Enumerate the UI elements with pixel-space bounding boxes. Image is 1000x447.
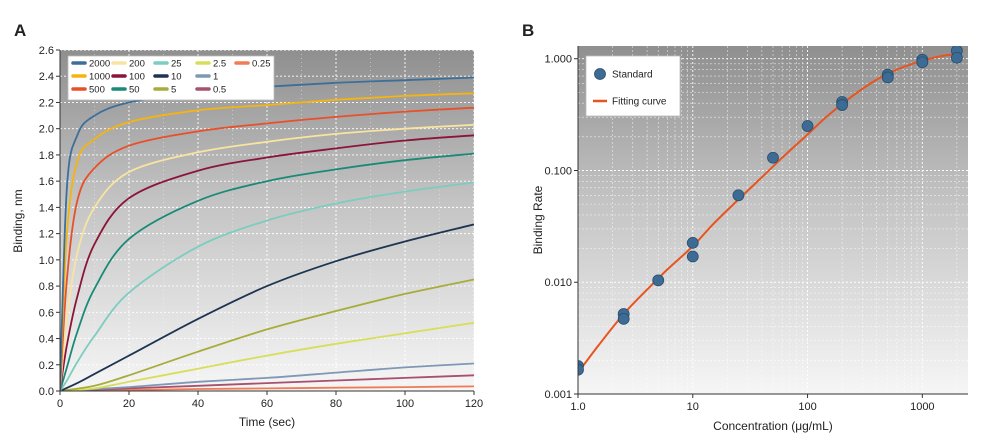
x-tick-label: 10 xyxy=(687,401,699,413)
legend-label-200: 200 xyxy=(129,59,145,70)
legend-box-b xyxy=(585,55,681,117)
x-tick-label: 40 xyxy=(192,398,204,410)
standard-point xyxy=(801,120,814,132)
series-line-500 xyxy=(60,106,474,391)
series-line-200 xyxy=(60,123,474,391)
standard-point xyxy=(652,274,665,287)
legend-label-10: 10 xyxy=(171,72,182,83)
series-line-5 xyxy=(60,278,474,391)
x-tick-label: 0 xyxy=(57,398,63,410)
legend-label-2.5: 2.5 xyxy=(213,59,226,70)
legend-b: Standard Fitting curve xyxy=(585,55,681,117)
y-tick-label: 2.4 xyxy=(39,71,54,83)
y-axis-title-b: Binding Rate xyxy=(531,185,545,254)
y-tick-label: 0.0 xyxy=(39,386,54,398)
standard-point xyxy=(617,312,630,325)
legend-label-fitting-curve: Fitting curve xyxy=(612,97,667,108)
legend-a: 2000 1000 500 200 100 50 25 10 5 2.5 1 0.5 0.25 xyxy=(67,55,275,101)
series-line-10 xyxy=(60,223,474,391)
series-group-a xyxy=(60,76,474,391)
series-line-2.5 xyxy=(60,321,474,391)
y-tick-label: 0.4 xyxy=(39,334,54,346)
standard-point xyxy=(950,51,963,64)
series-line-1 xyxy=(60,362,474,391)
panel-label-a: A xyxy=(14,21,26,40)
x-tick-label: 100 xyxy=(396,398,414,410)
series-group-b xyxy=(578,46,963,376)
legend-label-1000: 1000 xyxy=(89,72,110,83)
x-tick-label: 1.0 xyxy=(570,401,585,413)
x-tick-label: 1000 xyxy=(910,401,934,413)
legend-label-5: 5 xyxy=(171,85,176,96)
y-tick-label: 1.4 xyxy=(39,202,54,214)
y-tick-label: 0.8 xyxy=(39,281,54,293)
x-tick-label: 60 xyxy=(261,398,273,410)
legend-swatch-standard xyxy=(594,68,606,80)
y-tick-label: 1.6 xyxy=(39,176,54,188)
standard-point xyxy=(881,71,894,84)
legend-label-100: 100 xyxy=(129,72,145,83)
standard-point xyxy=(686,250,699,263)
y-tick-label: 0.010 xyxy=(544,277,572,289)
x-tick-label: 80 xyxy=(330,398,342,410)
fitting-curve-line xyxy=(578,53,958,374)
y-tick-label: 2.0 xyxy=(39,124,54,136)
x-tick-label: 20 xyxy=(123,398,135,410)
standard-point xyxy=(767,151,779,164)
standard-point xyxy=(836,99,849,111)
legend-label-50: 50 xyxy=(129,85,140,96)
x-axis-title-a: Time (sec) xyxy=(239,415,295,429)
y-tick-label: 0.100 xyxy=(544,165,572,177)
y-tick-label: 0.6 xyxy=(39,307,54,319)
legend-label-0.5: 0.5 xyxy=(213,85,226,96)
x-tick-label: 120 xyxy=(465,398,483,410)
ticks-a: 0 20 40 60 80 100 120 0.0 0.2 0.4 0.6 0.8 1.0 1.2 1.4 1… xyxy=(39,45,483,410)
standard-point xyxy=(732,189,745,202)
y-tick-label: 1.000 xyxy=(544,54,572,66)
series-line-25 xyxy=(60,181,474,391)
y-tick-label: 1.2 xyxy=(39,229,54,241)
chart-b: B 1.0 10 100 1000 0.001 0.010 0.100 1.000 Conce… xyxy=(522,21,968,433)
y-tick-label: 2.6 xyxy=(39,45,54,57)
series-line-0.25 xyxy=(60,385,474,391)
chart-a: A 0 20 40 60 80 100 120 0.0 0.2 0.4 0.6 0.8 1.0 1.2 1.… xyxy=(11,21,483,429)
legend-label-2000: 2000 xyxy=(89,59,110,70)
y-tick-label: 1.8 xyxy=(39,150,54,162)
legend-label-0.25: 0.25 xyxy=(252,59,271,70)
standard-point xyxy=(916,56,929,69)
series-line-0.5 xyxy=(60,374,474,391)
y-tick-label: 0.2 xyxy=(39,360,54,372)
legend-label-25: 25 xyxy=(171,59,182,70)
y-tick-label: 0.001 xyxy=(544,389,572,401)
standard-point xyxy=(686,236,699,249)
legend-label-standard: Standard xyxy=(612,70,653,81)
x-tick-label: 100 xyxy=(798,401,816,413)
grid-b xyxy=(578,46,968,394)
series-line-50 xyxy=(60,152,474,391)
panel-label-b: B xyxy=(522,21,534,40)
legend-label-500: 500 xyxy=(89,85,105,96)
y-tick-label: 1.0 xyxy=(39,255,54,267)
ticks-b: 1.0 10 100 1000 0.001 0.010 0.100 1.000 xyxy=(544,54,934,413)
series-line-100 xyxy=(60,134,474,391)
y-axis-title-a: Binding, nm xyxy=(11,189,25,252)
x-axis-title-b: Concentration (μg/mL) xyxy=(713,419,833,433)
y-tick-label: 2.2 xyxy=(39,97,54,109)
series-line-1000 xyxy=(60,92,474,391)
standard-point xyxy=(578,363,584,376)
legend-label-1: 1 xyxy=(213,72,218,83)
